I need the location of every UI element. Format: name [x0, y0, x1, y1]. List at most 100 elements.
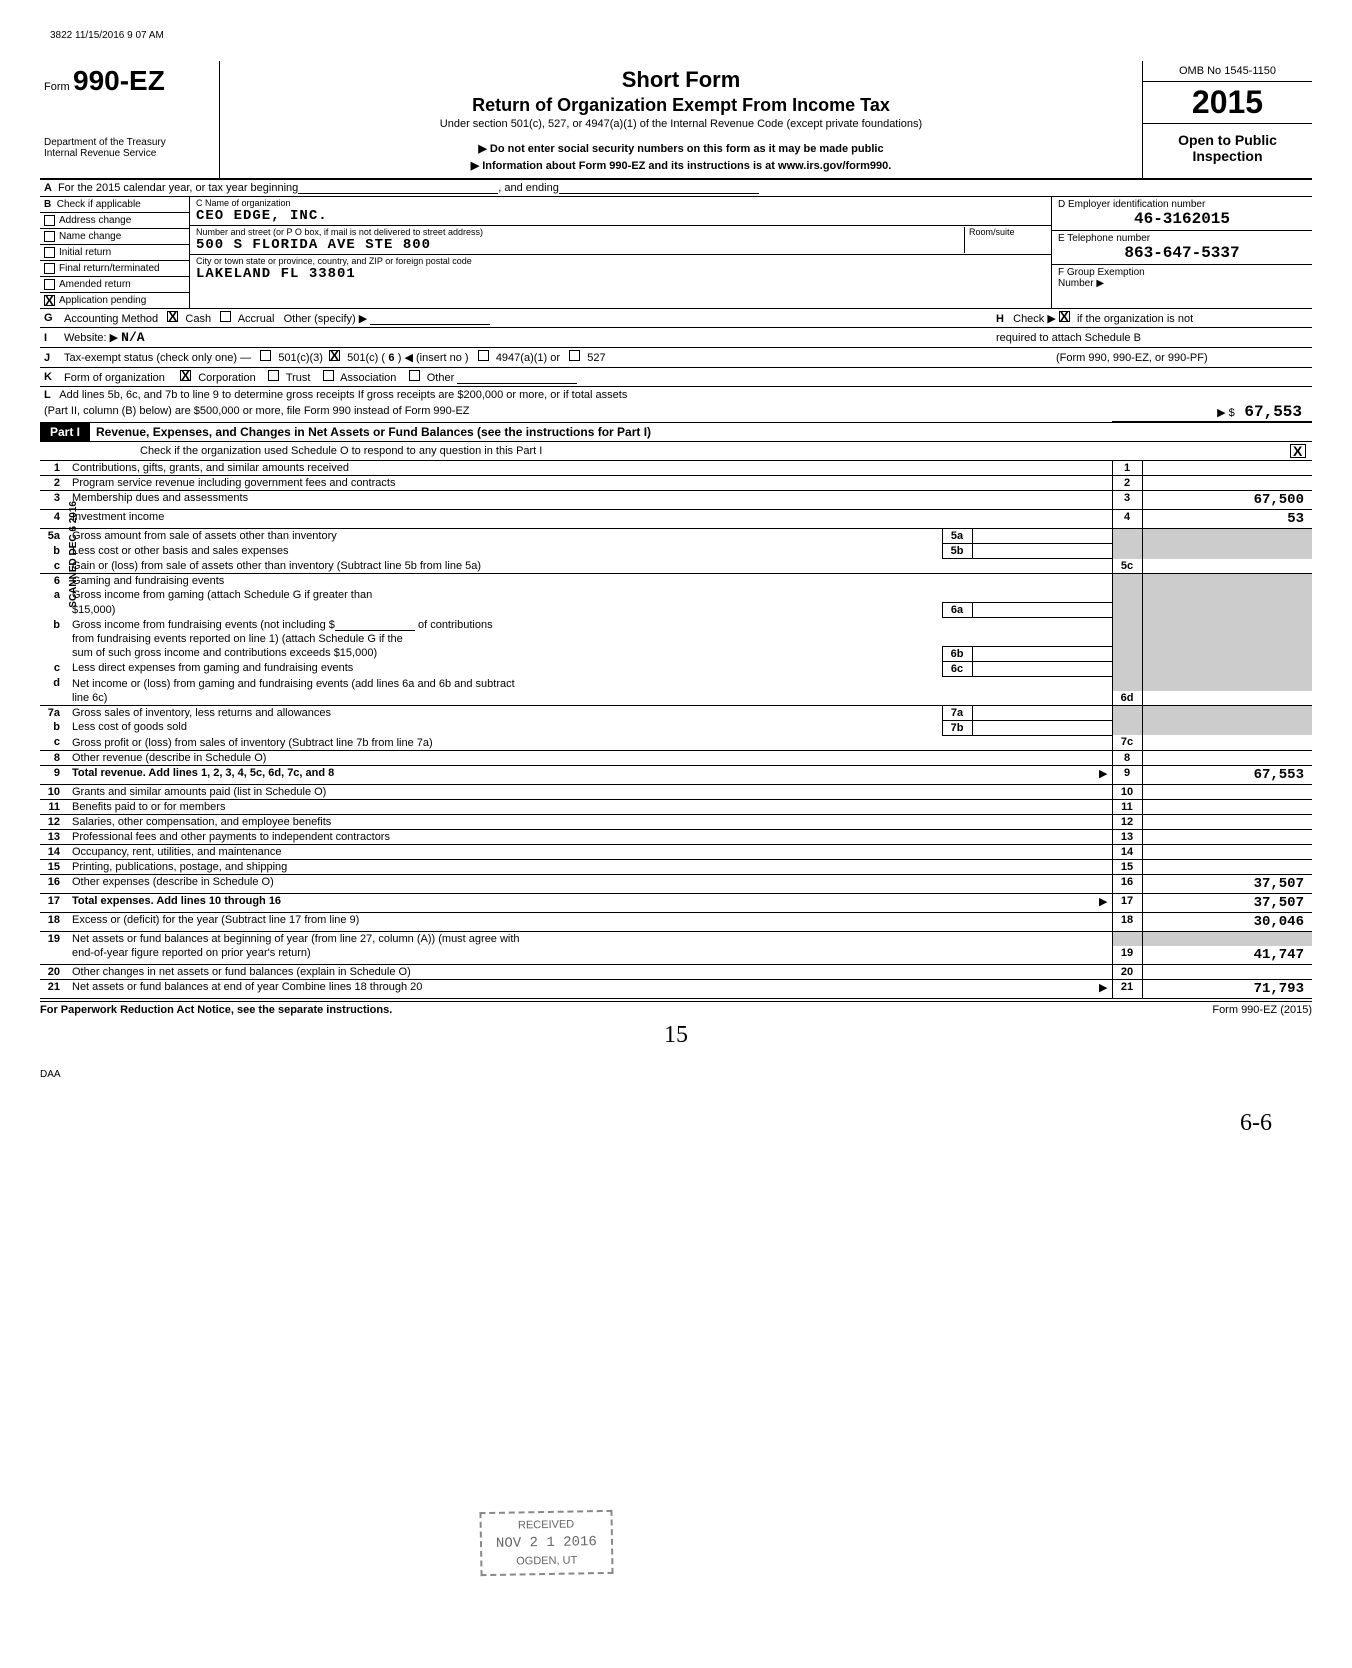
- chk-name-change[interactable]: [44, 231, 55, 242]
- row-num: 1: [40, 461, 68, 476]
- row-desc: Program service revenue including govern…: [68, 476, 1112, 491]
- lbl-amended: Amended return: [59, 279, 131, 290]
- row-rt-num: 16: [1112, 874, 1142, 893]
- part1-title: Revenue, Expenses, and Changes in Net As…: [90, 423, 1312, 441]
- row-rt-val: [1142, 461, 1312, 476]
- row-desc: Gross income from fundraising events (no…: [72, 619, 335, 631]
- row-desc: Net assets or fund balances at end of ye…: [68, 979, 972, 998]
- chk-initial-return[interactable]: [44, 247, 55, 258]
- chk-no-sched-b[interactable]: [1059, 311, 1070, 322]
- form-word: Form: [44, 81, 70, 93]
- chk-other-org[interactable]: [409, 370, 420, 381]
- row-rt-num: 11: [1112, 799, 1142, 814]
- chk-app-pending[interactable]: [44, 295, 55, 306]
- arrow-icon: ▶: [972, 893, 1112, 912]
- row-num: 21: [40, 979, 68, 998]
- sched-b-tail: required to attach Schedule B: [996, 332, 1141, 344]
- row-rt-val: [1142, 750, 1312, 765]
- row-desc: Other revenue (describe in Schedule O): [68, 750, 1112, 765]
- col-d-ids: D Employer identification number 46-3162…: [1052, 197, 1312, 308]
- row-rt-num: 4: [1112, 510, 1142, 529]
- city-value: LAKELAND FL 33801: [196, 266, 1045, 282]
- lbl-association: Association: [340, 372, 396, 384]
- row-num: 5a: [40, 529, 68, 544]
- chk-527[interactable]: [569, 350, 580, 361]
- row-desc: Gaming and fundraising events: [68, 574, 1112, 589]
- chk-accrual[interactable]: [220, 311, 231, 322]
- part1-header: Part I Revenue, Expenses, and Changes in…: [40, 422, 1312, 442]
- line-g: G Accounting Method Cash Accrual Other (…: [40, 309, 1312, 328]
- row-desc: Grants and similar amounts paid (list in…: [68, 784, 1112, 799]
- row-desc: Gross sales of inventory, less returns a…: [68, 705, 942, 720]
- chk-cash[interactable]: [167, 311, 178, 322]
- row-num: 3: [40, 491, 68, 510]
- row-desc: Printing, publications, postage, and shi…: [68, 859, 1112, 874]
- scanned-stamp: SCANNED DEC 6 2016: [68, 501, 79, 608]
- chk-501c3[interactable]: [260, 350, 271, 361]
- chk-amended[interactable]: [44, 279, 55, 290]
- row-rt-num: 2: [1112, 476, 1142, 491]
- row-num: 19: [40, 931, 68, 946]
- chk-schedule-o[interactable]: [1290, 444, 1306, 458]
- row-num: 17: [40, 893, 68, 912]
- 501c-tail: ) ◀ (insert no ): [398, 352, 469, 364]
- lbl-accrual: Accrual: [238, 313, 275, 325]
- arrow-icon: ▶: [972, 765, 1112, 784]
- mini-num: 6c: [942, 661, 972, 676]
- row-rt-num: 17: [1112, 893, 1142, 912]
- title-short-form: Short Form: [230, 67, 1132, 93]
- row-rt-val: 53: [1142, 510, 1312, 529]
- omb-number: OMB No 1545-1150: [1143, 61, 1312, 82]
- line-g-ltr: G: [40, 312, 60, 324]
- row-rt-num: 18: [1112, 912, 1142, 931]
- 501c-number: 6: [388, 353, 395, 365]
- row-desc: Contributions, gifts, grants, and simila…: [68, 461, 1112, 476]
- chk-501c[interactable]: [329, 350, 340, 361]
- row-desc: Other expenses (describe in Schedule O): [68, 874, 1112, 893]
- row-rt-val: [1142, 859, 1312, 874]
- handwritten-15: 15: [40, 1022, 1312, 1049]
- mini-num: 6a: [942, 603, 972, 618]
- row-num: c: [40, 559, 68, 574]
- addr-value: 500 S FLORIDA AVE STE 800: [196, 237, 960, 253]
- row-desc: Less cost of goods sold: [68, 720, 942, 735]
- row-num: 2: [40, 476, 68, 491]
- row-num: b: [40, 720, 68, 735]
- line-l-ltr: L: [44, 389, 51, 401]
- chk-final-return[interactable]: [44, 263, 55, 274]
- row-rt-val: 71,793: [1142, 979, 1312, 998]
- row-desc: Benefits paid to or for members: [68, 799, 1112, 814]
- stamp-location: OGDEN, UT: [496, 1554, 597, 1568]
- line-l-text2: (Part II, column (B) below) are $500,000…: [40, 403, 1112, 422]
- row-rt-num: 20: [1112, 964, 1142, 979]
- row-rt-val: [1142, 559, 1312, 574]
- chk-association[interactable]: [323, 370, 334, 381]
- row-num: 11: [40, 799, 68, 814]
- row-desc: line 6c): [68, 691, 1112, 706]
- col-c-org-info: C Name of organization CEO EDGE, INC. Nu…: [190, 197, 1052, 308]
- row-rt-num: 14: [1112, 844, 1142, 859]
- chk-corporation[interactable]: [180, 370, 191, 381]
- line-i-ltr: I: [40, 332, 60, 344]
- row-rt-val: [1142, 476, 1312, 491]
- line-a-label: A: [44, 182, 52, 194]
- row-num: 6: [40, 574, 68, 589]
- dept-treasury: Department of the Treasury: [44, 137, 215, 148]
- line-l: L Add lines 5b, 6c, and 7b to line 9 to …: [40, 387, 1312, 403]
- form-990-ref: (Form 990, 990-EZ, or 990-PF): [1052, 350, 1312, 366]
- row-rt-val: 41,747: [1142, 946, 1312, 965]
- chk-trust[interactable]: [268, 370, 279, 381]
- row-rt-num: 13: [1112, 829, 1142, 844]
- row-rt-val: 67,500: [1142, 491, 1312, 510]
- row-desc: from fundraising events reported on line…: [68, 632, 1112, 647]
- row-desc: sum of such gross income and contributio…: [68, 646, 942, 661]
- lbl-527: 527: [587, 352, 605, 364]
- line-h-ltr: H: [996, 313, 1004, 325]
- chk-address-change[interactable]: [44, 215, 55, 226]
- line-a: A For the 2015 calendar year, or tax yea…: [40, 180, 1312, 197]
- lbl-final-return: Final return/terminated: [59, 263, 160, 274]
- row-rt-num: 5c: [1112, 559, 1142, 574]
- chk-4947[interactable]: [478, 350, 489, 361]
- row-rt-num: 6d: [1112, 691, 1142, 706]
- row-num: 16: [40, 874, 68, 893]
